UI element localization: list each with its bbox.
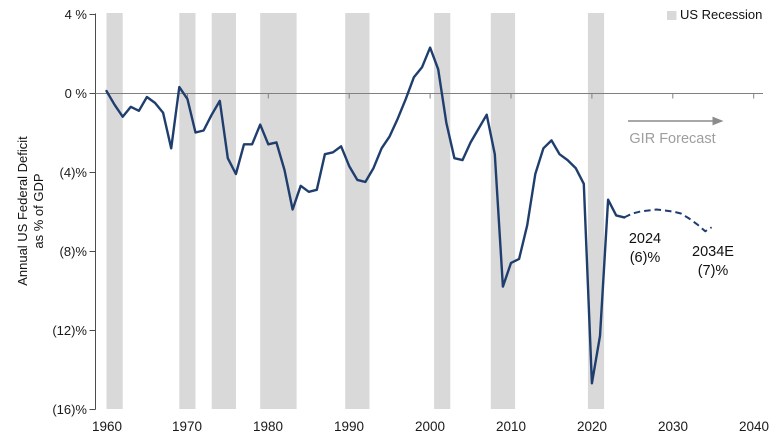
y-axis-title: Annual US Federal Deficit as % of GDP — [15, 101, 47, 321]
recession-band — [179, 13, 196, 409]
y-tick-label: (16)% — [52, 402, 87, 417]
recession-band — [211, 13, 236, 409]
x-tick-label: 1970 — [171, 419, 203, 434]
annotation-2024-year: 2024 — [628, 231, 662, 247]
y-tick-label: (8)% — [59, 244, 87, 259]
deficit-line-actual — [105, 46, 626, 385]
recession-band — [587, 13, 605, 409]
recession-band — [106, 13, 123, 409]
y-tick-label: (12)% — [52, 323, 87, 338]
recession-band — [434, 13, 451, 409]
x-tick-label: 1980 — [252, 419, 284, 434]
y-tick-label: 0 % — [64, 86, 87, 101]
annotation-2024-value: (6)% — [629, 249, 661, 266]
legend-us-recession-label: US Recession — [680, 7, 763, 22]
annotation-2034e: 2034E (7)% — [668, 243, 758, 280]
annotation-2034e-value: (7)% — [697, 262, 729, 279]
y-axis-title-line2: as % of GDP — [31, 173, 46, 249]
x-tick-label: 2040 — [738, 419, 770, 434]
forecast-arrow-icon — [712, 116, 724, 126]
y-tick-label: (4)% — [59, 165, 87, 180]
deficit-line-forecast-dashed — [623, 208, 713, 233]
x-tick-label: 1960 — [91, 419, 123, 434]
x-tick-label: 1990 — [333, 419, 365, 434]
recession-band — [345, 13, 370, 409]
x-tick-label: 2030 — [657, 419, 689, 434]
annotation-2034e-year: 2034E — [692, 244, 734, 260]
x-tick-label: 2010 — [495, 419, 527, 434]
annotation-2024: 2024 (6)% — [600, 230, 690, 267]
recession-band — [260, 13, 297, 409]
gir-forecast-label: GIR Forecast — [629, 131, 716, 147]
y-axis-title-line1: Annual US Federal Deficit — [15, 136, 30, 286]
recession-band — [490, 13, 516, 409]
x-tick-label: 2020 — [576, 419, 608, 434]
x-tick-label: 2000 — [414, 419, 446, 434]
recession-legend-swatch-icon — [667, 11, 677, 20]
y-tick-label: 4 % — [64, 7, 87, 22]
